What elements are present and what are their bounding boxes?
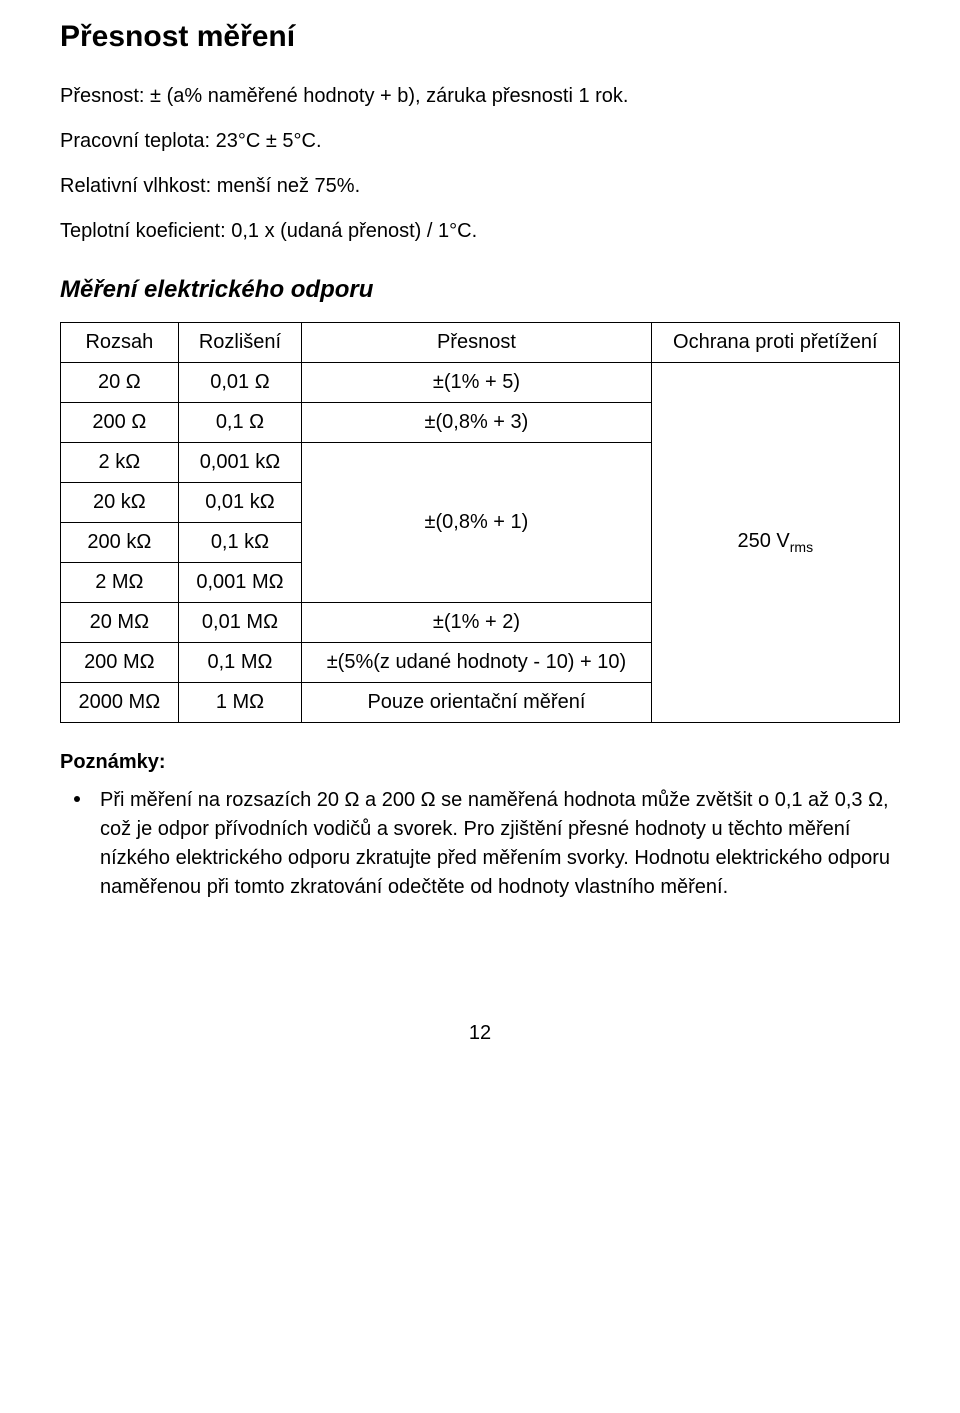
- cell-resolution: 0,1 MΩ: [178, 643, 302, 683]
- notes-heading: Poznámky:: [60, 751, 900, 774]
- cell-resolution: 0,01 Ω: [178, 363, 302, 403]
- cell-accuracy: ±(1% + 2): [302, 603, 651, 643]
- cell-protection: 250 Vrms: [651, 363, 899, 723]
- table-header-row: Rozsah Rozlišení Přesnost Ochrana proti …: [61, 323, 900, 363]
- cell-accuracy: ±(1% + 5): [302, 363, 651, 403]
- cell-resolution: 0,01 kΩ: [178, 483, 302, 523]
- cell-range: 200 Ω: [61, 403, 179, 443]
- cell-resolution: 0,1 kΩ: [178, 523, 302, 563]
- protection-sub: rms: [790, 539, 813, 555]
- protection-value: 250 V: [738, 530, 790, 552]
- cell-range: 2 kΩ: [61, 443, 179, 483]
- cell-accuracy: Pouze orientační měření: [302, 683, 651, 723]
- notes-list: Při měření na rozsazích 20 Ω a 200 Ω se …: [60, 786, 900, 902]
- table-row: 20 Ω 0,01 Ω ±(1% + 5) 250 Vrms: [61, 363, 900, 403]
- cell-range: 2000 MΩ: [61, 683, 179, 723]
- cell-range: 20 MΩ: [61, 603, 179, 643]
- col-header-resolution: Rozlišení: [178, 323, 302, 363]
- cell-accuracy: ±(0,8% + 3): [302, 403, 651, 443]
- intro-line-2: Pracovní teplota: 23°C ± 5°C.: [60, 127, 900, 156]
- intro-line-3: Relativní vlhkost: menší než 75%.: [60, 172, 900, 201]
- note-text: Při měření na rozsazích 20 Ω a 200 Ω se …: [100, 789, 890, 898]
- cell-resolution: 0,01 MΩ: [178, 603, 302, 643]
- note-item: Při měření na rozsazích 20 Ω a 200 Ω se …: [60, 786, 900, 902]
- cell-resolution: 0,001 MΩ: [178, 563, 302, 603]
- cell-accuracy-group: ±(0,8% + 1): [302, 443, 651, 603]
- cell-resolution: 0,001 kΩ: [178, 443, 302, 483]
- col-header-range: Rozsah: [61, 323, 179, 363]
- cell-range: 200 MΩ: [61, 643, 179, 683]
- intro-line-1: Přesnost: ± (a% naměřené hodnoty + b), z…: [60, 82, 900, 111]
- section-title: Měření elektrického odporu: [60, 276, 900, 304]
- cell-range: 20 Ω: [61, 363, 179, 403]
- intro-line-4: Teplotní koeficient: 0,1 x (udaná přenos…: [60, 217, 900, 246]
- page-title: Přesnost měření: [60, 20, 900, 54]
- cell-range: 20 kΩ: [61, 483, 179, 523]
- resistance-spec-table: Rozsah Rozlišení Přesnost Ochrana proti …: [60, 322, 900, 723]
- cell-accuracy: ±(5%(z udané hodnoty - 10) + 10): [302, 643, 651, 683]
- cell-range: 2 MΩ: [61, 563, 179, 603]
- cell-resolution: 1 MΩ: [178, 683, 302, 723]
- cell-range: 200 kΩ: [61, 523, 179, 563]
- cell-resolution: 0,1 Ω: [178, 403, 302, 443]
- page-number: 12: [60, 1022, 900, 1045]
- bullet-icon: [74, 796, 80, 802]
- col-header-protection: Ochrana proti přetížení: [651, 323, 899, 363]
- col-header-accuracy: Přesnost: [302, 323, 651, 363]
